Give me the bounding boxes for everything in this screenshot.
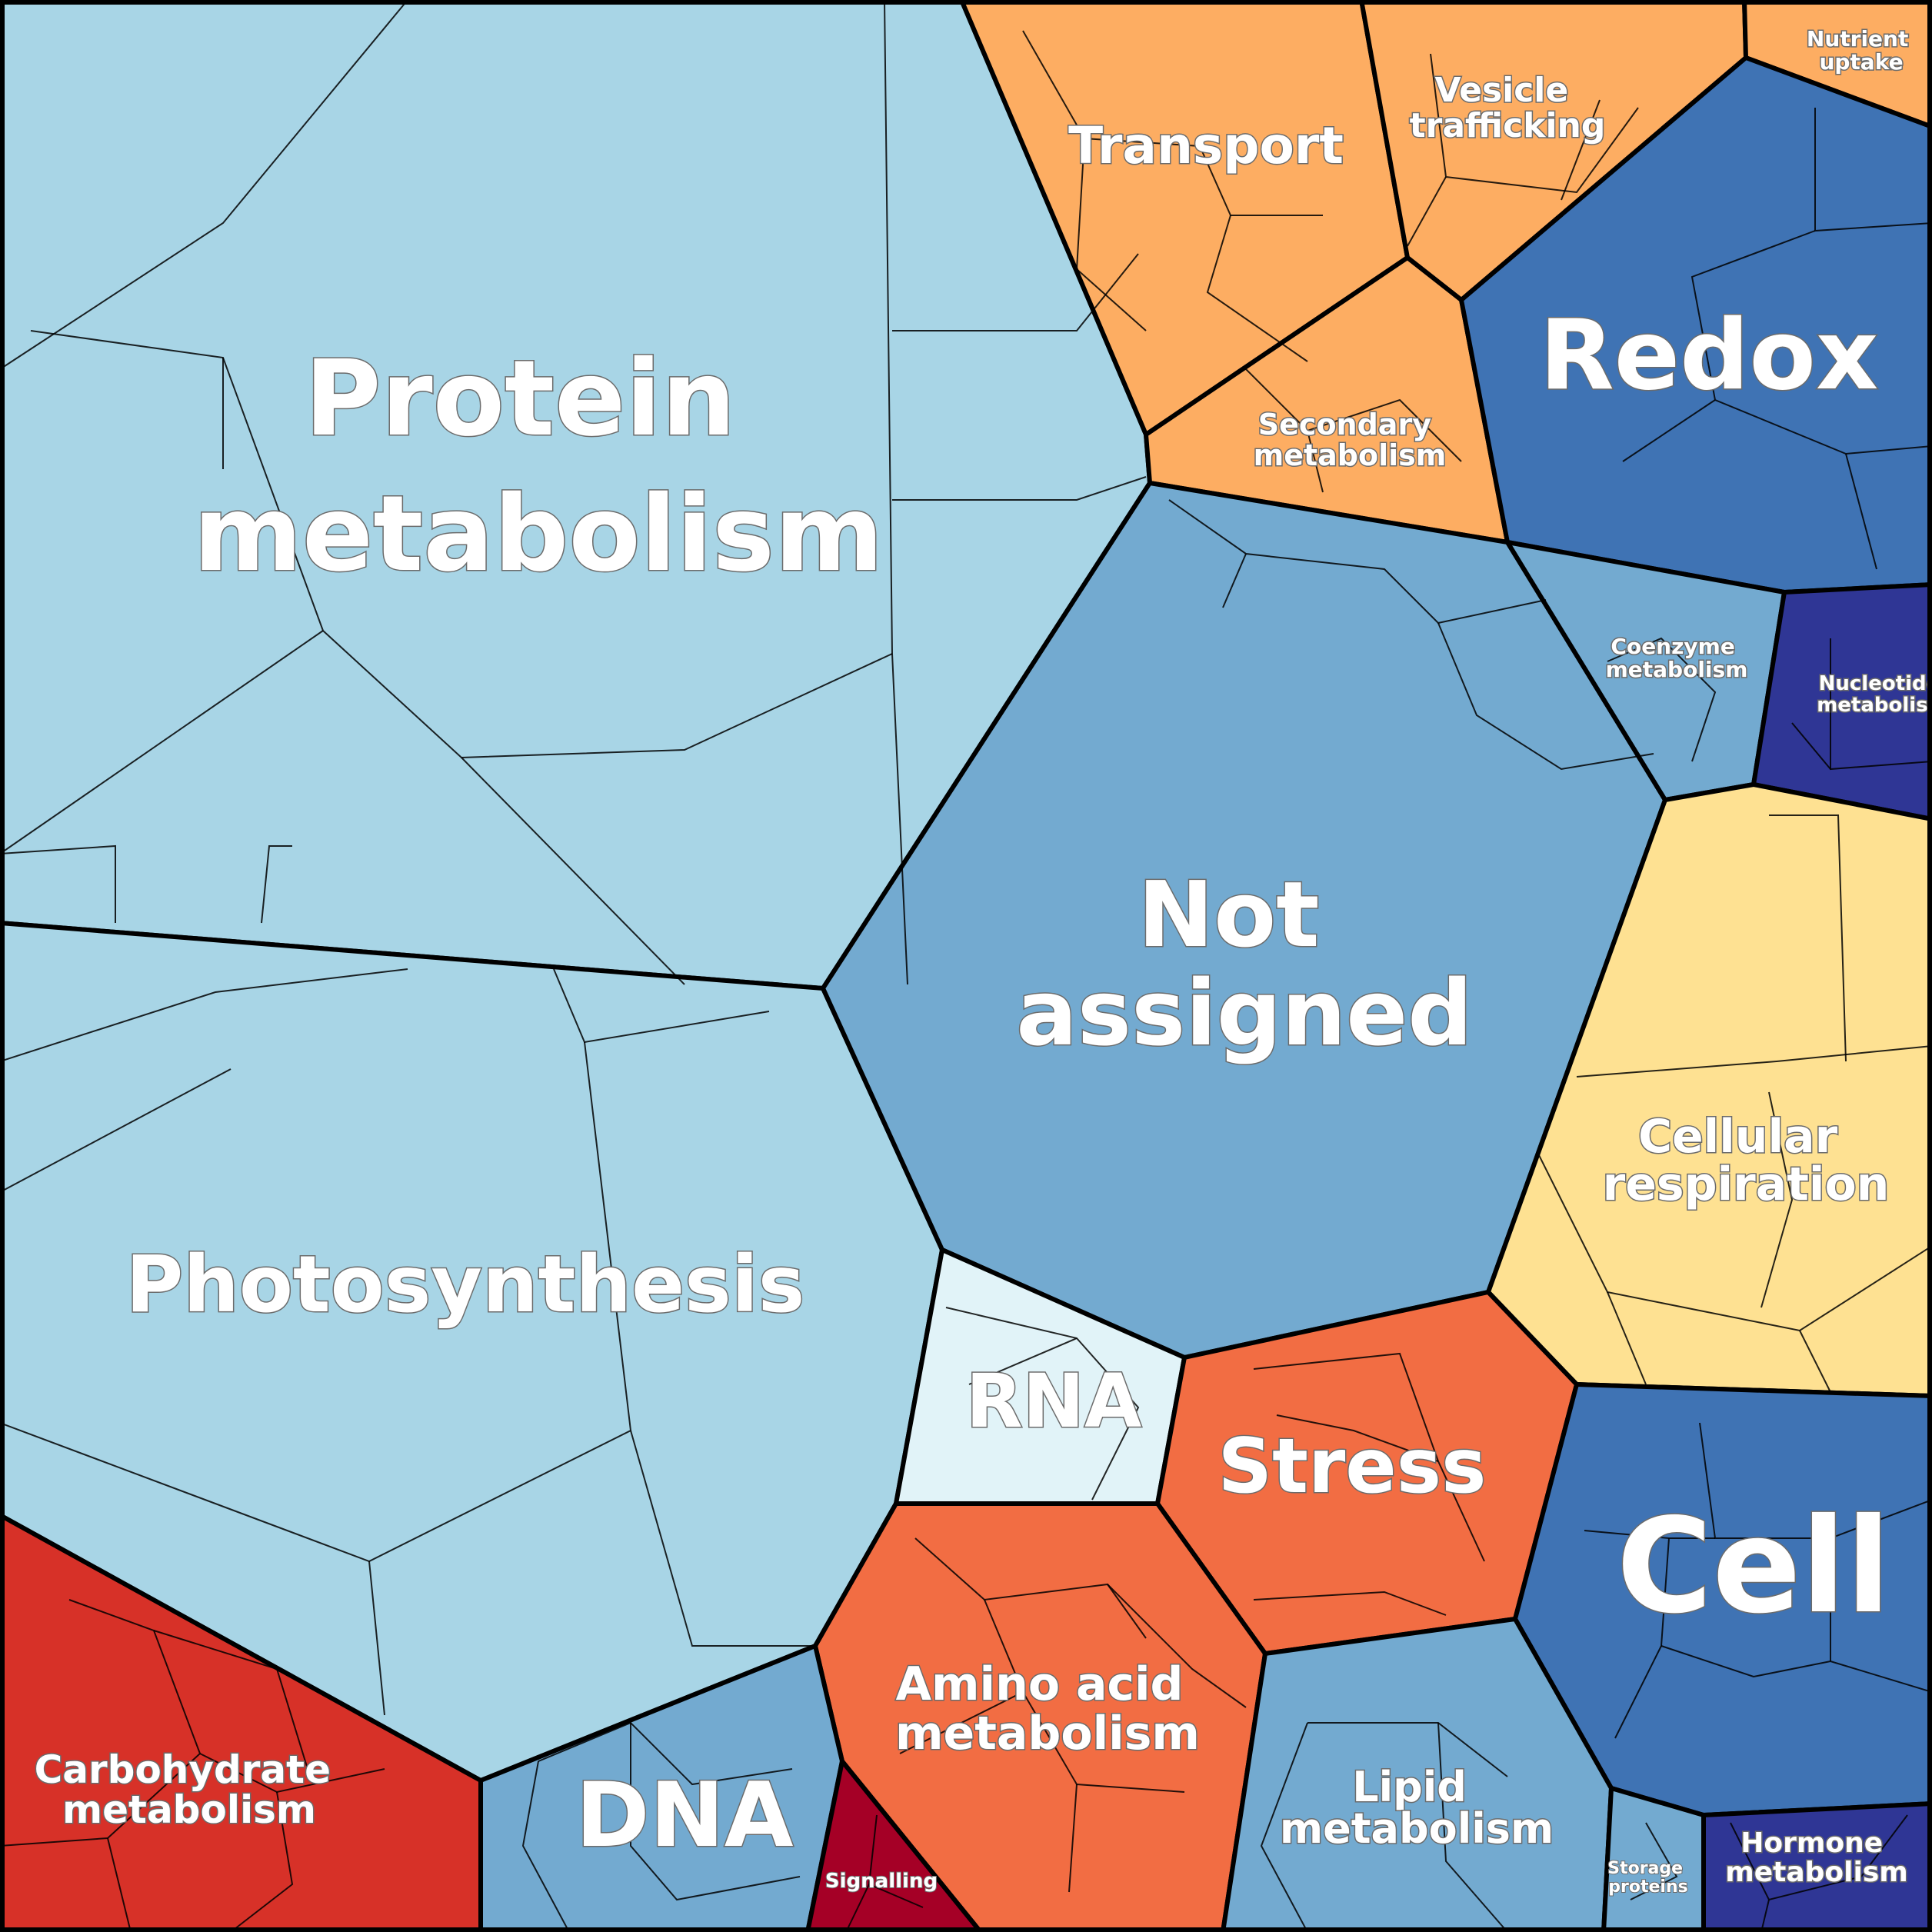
label-signalling-line-1: Signalling: [825, 1870, 938, 1893]
label-nucleotide-metabolism-line-1: Nucleotide: [1819, 672, 1932, 695]
label-cell-line-1: Cell: [1617, 1491, 1891, 1643]
label-cellular-respiration-line-1: Cellular: [1638, 1110, 1838, 1164]
label-dna: DNA: [575, 1764, 793, 1867]
label-protein-metabolism-line-1: Protein: [305, 338, 736, 460]
region-carbohydrate-metabolism[interactable]: [0, 1513, 483, 1932]
label-nucleotide-metabolism-line-2: metabolism: [1817, 694, 1932, 717]
label-amino-acid-metabolism-line-1: Amino acid: [896, 1657, 1184, 1711]
region-storage-proteins[interactable]: [1601, 1786, 1706, 1932]
label-transport-line-1: Transport: [1068, 116, 1344, 175]
label-storage-proteins: Storage proteins: [1607, 1859, 1689, 1897]
label-storage-proteins-line-1: Storage: [1607, 1859, 1683, 1878]
label-stress-line-1: Stress: [1218, 1423, 1487, 1511]
label-cellular-respiration: Cellular respiration: [1603, 1110, 1890, 1211]
region-signalling[interactable]: [805, 1759, 983, 1932]
label-not-assigned: Not assigned: [1016, 861, 1473, 1066]
label-secondary-metabolism: Secondary metabolism: [1254, 408, 1447, 472]
label-stress: Stress: [1218, 1423, 1487, 1511]
region-hormone-metabolism[interactable]: [1701, 1801, 1932, 1932]
label-coenzyme-metabolism-line-2: metabolism: [1606, 657, 1748, 682]
label-vesicle-trafficking-line-2: trafficking: [1410, 106, 1606, 145]
label-hormone-metabolism-line-1: Hormone: [1740, 1827, 1883, 1859]
label-vesicle-trafficking-line-1: Vesicle: [1434, 71, 1568, 110]
label-photosynthesis: Photosynthesis: [125, 1239, 804, 1331]
label-hormone-metabolism-line-2: metabolism: [1725, 1857, 1908, 1888]
label-rna-line-1: RNA: [966, 1358, 1142, 1444]
label-protein-metabolism-line-2: metabolism: [193, 474, 883, 595]
label-coenzyme-metabolism-line-1: Coenzyme: [1611, 634, 1734, 659]
label-cellular-respiration-line-2: respiration: [1603, 1158, 1890, 1211]
label-lipid-metabolism-line-2: metabolism: [1280, 1804, 1554, 1853]
label-dna-line-1: DNA: [575, 1764, 793, 1867]
label-carbohydrate-metabolism: Carbohydrate metabolism: [35, 1747, 345, 1832]
region-nutrient-uptake[interactable]: [1742, 0, 1932, 129]
label-not-assigned-line-2: assigned: [1016, 960, 1473, 1066]
label-nutrient-uptake-line-1: Nutrient: [1807, 26, 1908, 52]
label-rna: RNA: [966, 1358, 1142, 1444]
label-lipid-metabolism: Lipid metabolism: [1280, 1763, 1554, 1853]
label-vesicle-trafficking: Vesicle trafficking: [1410, 71, 1606, 145]
label-transport: Transport: [1068, 116, 1344, 175]
label-coenzyme-metabolism: Coenzyme metabolism: [1606, 634, 1748, 682]
label-hormone-metabolism: Hormone metabolism: [1725, 1827, 1908, 1888]
label-redox: Redox: [1540, 298, 1879, 411]
label-amino-acid-metabolism-line-2: metabolism: [895, 1707, 1200, 1760]
label-secondary-metabolism-line-2: metabolism: [1254, 438, 1447, 472]
label-photosynthesis-line-1: Photosynthesis: [125, 1239, 804, 1331]
label-nutrient-uptake: Nutrient uptake: [1807, 26, 1916, 75]
label-carbohydrate-metabolism-line-2: metabolism: [62, 1787, 316, 1832]
label-nutrient-uptake-line-2: uptake: [1819, 49, 1903, 75]
label-amino-acid-metabolism: Amino acid metabolism: [895, 1657, 1200, 1760]
label-secondary-metabolism-line-1: Secondary: [1258, 408, 1431, 441]
label-nucleotide-metabolism: Nucleotide metabolism: [1817, 672, 1932, 717]
label-signalling: Signalling: [825, 1870, 938, 1893]
label-lipid-metabolism-line-1: Lipid: [1352, 1763, 1467, 1811]
label-cell: Cell: [1617, 1491, 1891, 1643]
label-carbohydrate-metabolism-line-1: Carbohydrate: [35, 1747, 331, 1792]
label-not-assigned-line-1: Not: [1138, 861, 1319, 968]
label-protein-metabolism: Protein metabolism: [193, 338, 883, 595]
region-nucleotide-metabolism[interactable]: [1751, 582, 1932, 821]
label-storage-proteins-line-2: proteins: [1608, 1877, 1687, 1897]
label-redox-line-1: Redox: [1540, 298, 1879, 411]
